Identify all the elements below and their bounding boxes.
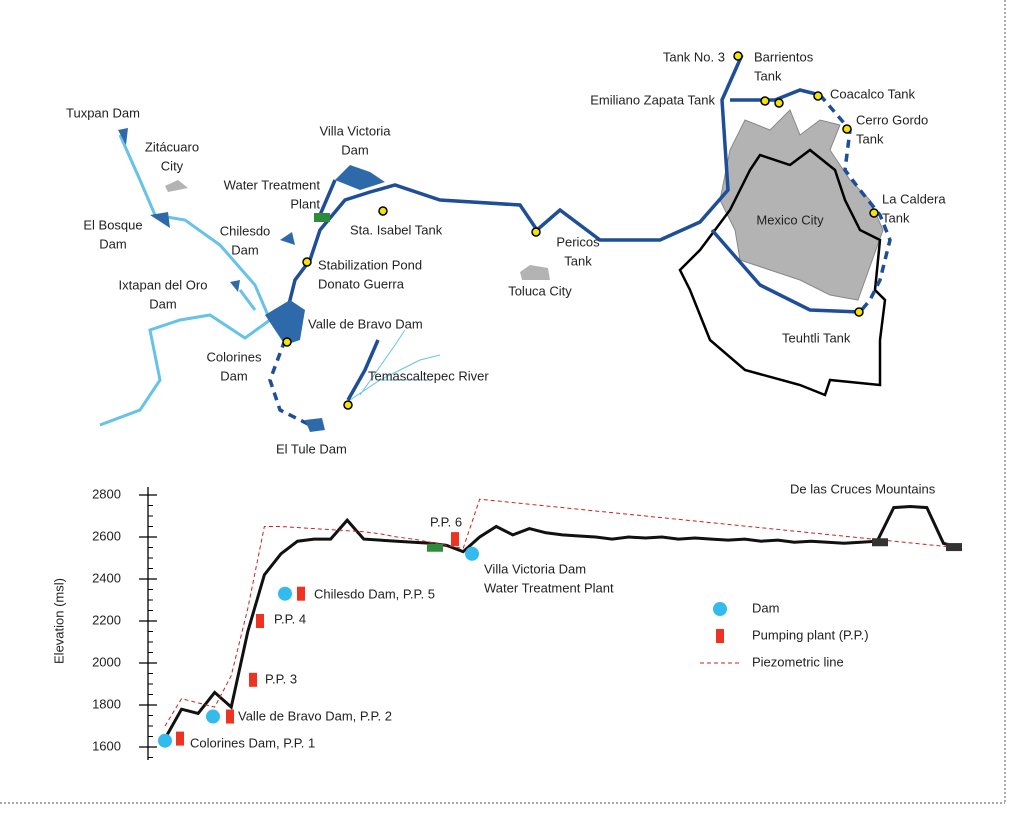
y-axis-label: Elevation (msl)	[51, 578, 66, 664]
map-label: Tuxpan Dam	[66, 105, 140, 120]
map-label: Teuhtli Tank	[782, 330, 851, 345]
map-label: Tank	[564, 253, 592, 268]
annotation: Chilesdo Dam, P.P. 5	[314, 586, 435, 601]
pump-marker	[249, 672, 257, 687]
map-label: Plant	[290, 196, 320, 211]
y-tick-label: 2000	[92, 654, 121, 669]
map-label: El Tule Dam	[276, 441, 347, 456]
y-tick-label: 1800	[92, 696, 121, 711]
annotation: P.P. 6	[430, 514, 462, 529]
map-label: Tank	[882, 210, 910, 225]
map-label: Dam	[220, 368, 247, 383]
annotation: Water Treatment Plant	[484, 580, 614, 595]
map-label: Cerro Gordo	[856, 112, 928, 127]
annotation: P.P. 3	[265, 671, 297, 686]
dam-marker	[278, 586, 292, 601]
map-label: Pericos	[556, 234, 600, 249]
y-tick-label: 1600	[92, 738, 121, 753]
map-label: Dam	[149, 296, 176, 311]
legend-label: Pumping plant (P.P.)	[752, 627, 869, 642]
map-label: Tank	[754, 68, 782, 83]
annotation: Valle de Bravo Dam, P.P. 2	[238, 708, 392, 723]
map-label: Toluca City	[508, 283, 572, 298]
dam-marker	[465, 546, 479, 561]
y-tick-label: 2600	[92, 528, 121, 543]
annotation: De las Cruces Mountains	[790, 481, 936, 496]
map-label: El Bosque	[83, 217, 142, 232]
mountain-box	[872, 538, 888, 547]
map-label: Chilesdo	[220, 223, 271, 238]
map-label: Coacalco Tank	[830, 86, 916, 101]
annotation: P.P. 4	[274, 611, 306, 626]
piezometric-line	[164, 498, 961, 727]
legend-label: Dam	[752, 600, 779, 615]
map-label: Stabilization Pond	[318, 257, 422, 272]
map-label: Sta. Isabel Tank	[350, 222, 443, 237]
legend-label: Piezometric line	[752, 654, 844, 669]
river	[349, 329, 441, 401]
aqueduct-planned	[268, 93, 892, 427]
map-label: Donato Guerra	[318, 276, 405, 291]
map-label: Ixtapan del Oro	[119, 277, 208, 292]
map-label: Mexico City	[756, 212, 824, 227]
map-label: Water Treatment	[224, 177, 321, 192]
map-label: Zitácuaro	[145, 139, 199, 154]
pump-marker	[297, 586, 305, 601]
elevation-profile	[163, 505, 961, 740]
mountain-box	[946, 543, 962, 552]
map-label: Dam	[99, 236, 126, 251]
legend-pump	[716, 629, 724, 643]
dam-marker	[206, 709, 220, 724]
map-label: Emiliano Zapata Tank	[590, 92, 715, 107]
map-label: La Caldera	[882, 191, 946, 206]
mexico-city	[719, 109, 884, 301]
river	[99, 134, 272, 427]
annotation: Colorines Dam, P.P. 1	[190, 735, 315, 750]
tanks	[282, 51, 879, 410]
pump-marker	[256, 614, 264, 628]
y-tick-label: 2400	[92, 570, 121, 585]
aqueduct	[283, 54, 861, 401]
map-label: Dam	[341, 142, 368, 157]
map-label: Tank No. 3	[663, 49, 725, 64]
treatment-plant	[427, 543, 443, 552]
map	[99, 51, 892, 432]
dam-marker	[158, 733, 172, 748]
map-label: Colorines	[207, 349, 262, 364]
map-label: City	[161, 158, 184, 173]
map-label: Valle de Bravo Dam	[308, 316, 423, 331]
pump-marker	[176, 731, 184, 746]
pump-marker	[226, 709, 234, 724]
map-label: Barrientos	[754, 49, 814, 64]
legend-dam	[713, 602, 727, 616]
map-label: Villa Victoria	[319, 123, 391, 138]
y-tick-label: 2800	[92, 486, 121, 501]
treatment-plant	[314, 213, 330, 222]
district-border	[678, 148, 887, 397]
y-tick-label: 2200	[92, 612, 121, 627]
map-label: Temascaltepec River	[368, 368, 489, 383]
annotation: Villa Victoria Dam	[484, 561, 586, 576]
map-label: Dam	[231, 242, 258, 257]
map-label: Tank	[856, 131, 884, 146]
pump-marker	[451, 532, 459, 547]
